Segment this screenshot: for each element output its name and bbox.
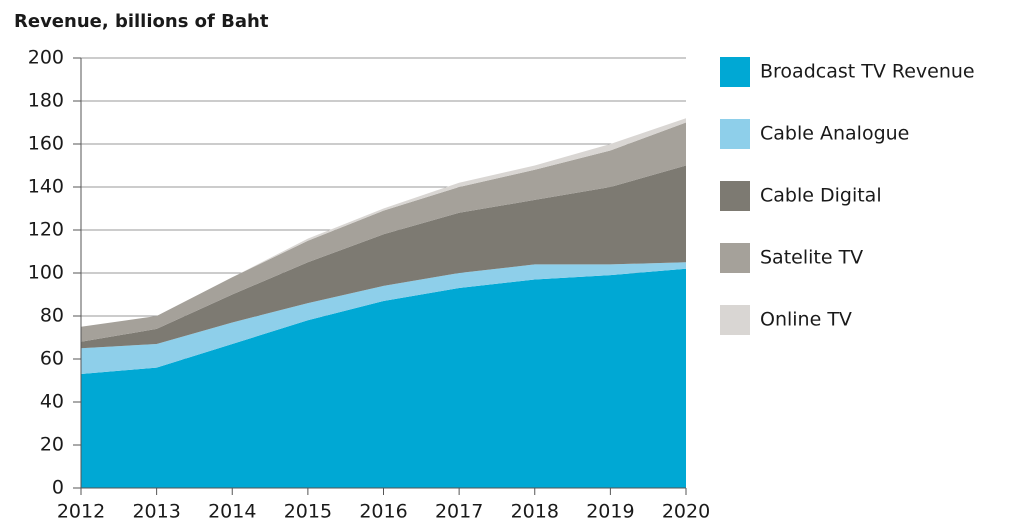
y-tick-label: 180 <box>28 90 64 112</box>
legend-swatch <box>720 243 750 273</box>
y-tick-label: 100 <box>28 262 64 284</box>
legend-label: Satelite TV <box>760 247 863 269</box>
y-tick-label: 60 <box>40 348 64 370</box>
legend-label: Cable Digital <box>760 185 882 207</box>
x-tick-label: 2014 <box>208 501 256 523</box>
y-tick-label: 0 <box>52 477 64 499</box>
legend-swatch <box>720 57 750 87</box>
legend-swatch <box>720 305 750 335</box>
x-tick-label: 2012 <box>57 501 105 523</box>
x-tick-label: 2019 <box>586 501 634 523</box>
legend-label: Online TV <box>760 309 852 331</box>
x-tick-label: 2015 <box>284 501 332 523</box>
legend-label: Broadcast TV Revenue <box>760 61 975 83</box>
x-tick-label: 2016 <box>359 501 407 523</box>
area <box>81 118 686 327</box>
x-tick-label: 2020 <box>662 501 710 523</box>
y-tick-label: 40 <box>40 391 64 413</box>
y-tick-label: 20 <box>40 434 64 456</box>
area <box>81 122 686 342</box>
area <box>81 165 686 349</box>
legend-swatch <box>720 181 750 211</box>
x-tick-label: 2017 <box>435 501 483 523</box>
x-tick-label: 2013 <box>132 501 180 523</box>
area <box>81 268 686 488</box>
chart-title: Revenue, billions of Baht <box>14 11 269 32</box>
y-tick-label: 80 <box>40 305 64 327</box>
y-tick-label: 120 <box>28 219 64 241</box>
legend-label: Cable Analogue <box>760 123 909 145</box>
y-tick-label: 200 <box>28 47 64 69</box>
y-tick-label: 140 <box>28 176 64 198</box>
x-tick-label: 2018 <box>511 501 559 523</box>
area <box>81 262 686 375</box>
y-tick-label: 160 <box>28 133 64 155</box>
legend-swatch <box>720 119 750 149</box>
